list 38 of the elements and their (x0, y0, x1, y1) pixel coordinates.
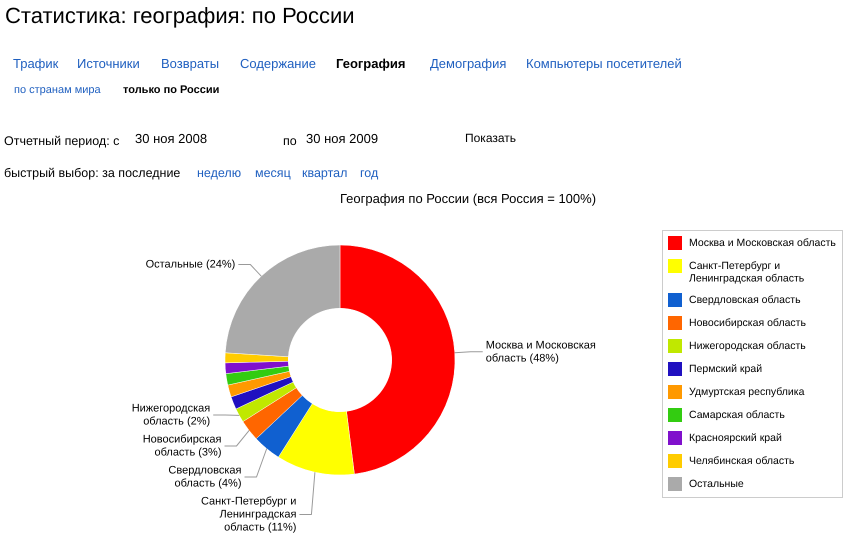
text: неделю (197, 166, 242, 180)
legend-label: Удмуртская республика (689, 386, 805, 398)
text: год (360, 166, 379, 180)
text: Демография (430, 56, 506, 71)
data-label: Свердловская область (4%) (168, 464, 242, 490)
text: квартал (302, 166, 348, 180)
legend-label: Остальные (689, 478, 744, 490)
legend-label: Красноярский край (689, 432, 782, 444)
data-label: Санкт-Петербург и Ленинградская область (11%) (200, 496, 296, 534)
text: Содержание (240, 56, 316, 71)
legend-label: Свердловская область (689, 294, 802, 306)
text: Показать (465, 131, 516, 145)
text: по (283, 134, 297, 148)
legend-label: Новосибирская область (689, 317, 806, 329)
data-label: Москва и Московская область (48%) (486, 339, 596, 364)
text: Трафик (13, 56, 59, 71)
data-label: Остальные (24%) (146, 258, 236, 271)
legend-label: Санкт-Петербург и Ленинградская область (689, 260, 805, 284)
text: Отчетный период: с (4, 134, 120, 148)
legend-label: Челябинская область (689, 455, 795, 467)
legend-label: Самарская область (689, 409, 786, 421)
chart-title: Статистика: география: по России (5, 3, 355, 28)
data-label: Нижегородская область (2%) (132, 402, 210, 428)
legend-label: Москва и Московская область (689, 237, 836, 249)
text: Компьютеры посетителей (526, 56, 682, 71)
legend-label: Нижегородская область (689, 340, 806, 352)
text: по странам мира (14, 84, 102, 96)
data-label: Новосибирская область (3%) (142, 434, 222, 458)
text: быстрый выбор: за последние (4, 166, 180, 180)
chart-subtitle: География по России (вся Россия = 100%) (340, 191, 596, 206)
text: Источники (77, 56, 140, 71)
legend-label: Пермский край (689, 363, 762, 375)
text: 30 ноя 2009 (306, 131, 378, 146)
text: География (336, 56, 406, 71)
text: Возвраты (161, 56, 220, 71)
text: месяц (255, 166, 291, 180)
text: 30 ноя 2008 (135, 131, 208, 146)
text: только по России (123, 84, 220, 96)
